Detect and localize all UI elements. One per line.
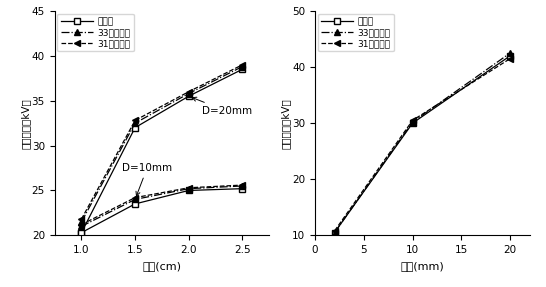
33维预测値 xyxy=(507,51,513,55)
Line: 31维预测値: 31维预测値 xyxy=(332,56,513,234)
33维预测値 xyxy=(410,120,416,124)
X-axis label: 直径(mm): 直径(mm) xyxy=(400,261,444,271)
33维预测値 xyxy=(132,121,138,125)
试验値 xyxy=(507,54,513,58)
试验値 xyxy=(410,121,416,125)
33维预测値 xyxy=(239,65,246,68)
Y-axis label: 起晌电压（kV）: 起晌电压（kV） xyxy=(20,98,30,148)
Line: 试验値: 试验値 xyxy=(332,53,513,235)
31维预测値 xyxy=(507,57,513,60)
Text: D=10mm: D=10mm xyxy=(122,163,173,196)
Text: D=20mm: D=20mm xyxy=(192,97,252,116)
33维预测値 xyxy=(186,92,192,95)
X-axis label: 间距(cm): 间距(cm) xyxy=(143,261,181,271)
31维预测値 xyxy=(78,218,85,221)
31维预测値 xyxy=(239,63,246,67)
31维预测値 xyxy=(410,119,416,122)
33维预测値 xyxy=(331,231,338,234)
试验値 xyxy=(78,231,85,234)
Line: 试验値: 试验値 xyxy=(79,67,245,235)
试验値 xyxy=(186,94,192,98)
试验値 xyxy=(132,126,138,129)
Legend: 试验値, 33维预测値, 31维预测値: 试验値, 33维预测値, 31维预测値 xyxy=(57,14,134,51)
Line: 33维预测値: 33维预测値 xyxy=(332,50,513,235)
试验値 xyxy=(331,231,338,234)
31维预测値 xyxy=(331,229,338,232)
试验値 xyxy=(239,67,246,71)
Line: 33维预测値: 33维预测値 xyxy=(79,64,245,225)
Y-axis label: 起晌电压（kV）: 起晌电压（kV） xyxy=(281,98,291,148)
33维预测値 xyxy=(78,220,85,224)
Legend: 试验値, 33维预测値, 31维预测値: 试验値, 33维预测値, 31维预测値 xyxy=(318,14,394,51)
31维预测値 xyxy=(186,90,192,94)
Line: 31维预测値: 31维预测値 xyxy=(79,62,245,222)
31维预测値 xyxy=(132,119,138,122)
